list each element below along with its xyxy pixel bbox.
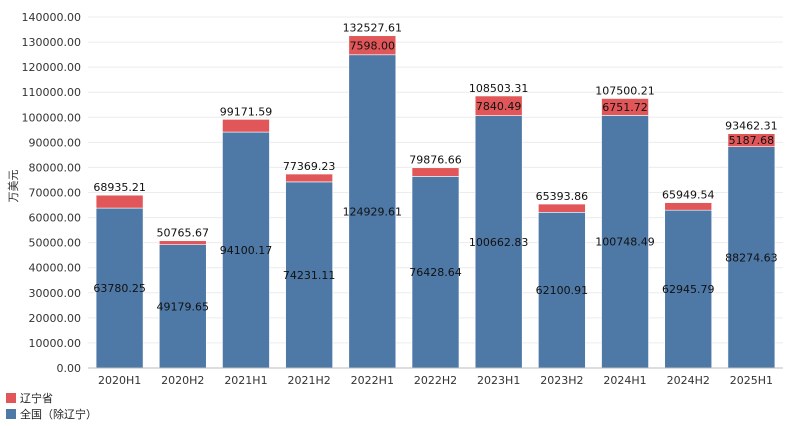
data-labels: 63780.25 68935.21 49179.65 50765.67 94100.17…	[93, 22, 777, 314]
legend-swatch	[6, 409, 16, 419]
data-label-national: 76428.64	[409, 266, 462, 279]
bar-liaoning	[601, 98, 649, 116]
bar-liaoning	[538, 203, 586, 213]
bar-liaoning	[727, 133, 776, 147]
bar-national	[348, 54, 397, 369]
data-label-total: 50765.67	[157, 227, 210, 240]
bar-national	[538, 212, 586, 369]
bar-national	[411, 176, 460, 369]
x-axis: 2020H1 2020H2 2021H1 2021H2 2022H1 2022H2 2023…	[88, 367, 783, 387]
bar-liaoning	[158, 240, 207, 245]
bar-national	[222, 131, 270, 369]
bar-national	[285, 181, 333, 369]
data-label-national: 62945.79	[662, 283, 715, 296]
y-tick-label: 50000.00	[29, 237, 82, 250]
x-tick-label: 2025H1	[730, 374, 773, 387]
data-label-total: 77369.23	[283, 160, 336, 173]
data-label-national: 63780.25	[93, 282, 146, 295]
x-tick-label: 2024H2	[667, 374, 710, 387]
x-tick-label: 2023H2	[540, 374, 583, 387]
data-label-national: 100662.83	[469, 236, 529, 249]
y-tick-label: 10000.00	[29, 337, 82, 350]
x-tick-label: 2020H1	[98, 374, 141, 387]
data-label-national: 62100.91	[536, 284, 589, 297]
bar-liaoning	[222, 119, 270, 133]
data-label-liaoning: 6751.72	[602, 101, 648, 114]
y-tick-label: 90000.00	[29, 136, 82, 149]
y-tick-label: 60000.00	[29, 212, 82, 225]
bars	[95, 35, 776, 369]
data-label-national: 88274.63	[725, 251, 778, 264]
y-tick-label: 70000.00	[29, 187, 82, 200]
legend-item-national: 全国（除辽宁）	[6, 406, 97, 422]
data-label-liaoning: 7598.00	[350, 39, 396, 52]
data-label-total: 65393.86	[536, 190, 589, 203]
y-tick-label: 40000.00	[29, 262, 82, 275]
bar-liaoning	[285, 173, 333, 183]
x-tick-label: 2021H1	[224, 374, 267, 387]
y-tick-label: 140000.00	[22, 11, 82, 24]
legend-label: 全国（除辽宁）	[20, 408, 97, 421]
y-tick-label: 20000.00	[29, 312, 82, 325]
bar-liaoning	[411, 167, 460, 177]
data-label-liaoning: 5187.68	[729, 134, 775, 147]
data-label-liaoning: 7840.49	[476, 100, 522, 113]
bar-national	[664, 209, 713, 369]
data-label-total: 79876.66	[409, 154, 462, 167]
data-label-total: 132527.61	[343, 22, 403, 35]
x-tick-label: 2020H2	[161, 374, 204, 387]
bar-national	[601, 115, 649, 369]
bar-national	[158, 244, 207, 369]
data-label-national: 94100.17	[220, 244, 273, 257]
legend: 辽宁省 全国（除辽宁）	[6, 390, 97, 422]
data-label-total: 65949.54	[662, 189, 715, 202]
x-tick-label: 2024H1	[603, 374, 646, 387]
data-label-national: 74231.11	[283, 269, 336, 282]
y-axis: 0.00 10000.00 20000.00 30000.00 40000.00 5000…	[22, 11, 82, 375]
y-tick-label: 0.00	[57, 362, 82, 375]
x-tick-label: 2021H2	[288, 374, 331, 387]
data-label-total: 108503.31	[469, 82, 529, 95]
bar-liaoning	[95, 194, 144, 209]
y-tick-label: 120000.00	[22, 61, 82, 74]
data-label-national: 124929.61	[343, 205, 403, 218]
data-label-national: 100748.49	[595, 236, 655, 249]
x-tick-label: 2022H2	[414, 374, 457, 387]
legend-item-liaoning: 辽宁省	[6, 390, 97, 406]
y-tick-label: 130000.00	[22, 36, 82, 49]
bar-liaoning	[474, 95, 523, 116]
legend-swatch	[6, 393, 16, 403]
bar-national	[474, 115, 523, 369]
y-tick-label: 30000.00	[29, 287, 82, 300]
y-tick-label: 110000.00	[22, 86, 82, 99]
legend-label: 辽宁省	[20, 392, 53, 405]
data-label-total: 93462.31	[725, 120, 778, 133]
y-axis-label: 万美元	[7, 170, 20, 203]
bar-liaoning	[348, 35, 397, 56]
y-tick-label: 80000.00	[29, 161, 82, 174]
data-label-total: 107500.21	[595, 84, 655, 97]
bar-liaoning	[664, 202, 713, 211]
data-label-total: 68935.21	[93, 181, 146, 194]
data-label-total: 99171.59	[220, 105, 273, 118]
x-tick-label: 2023H1	[477, 374, 520, 387]
data-label-national: 49179.65	[157, 300, 210, 313]
y-tick-label: 100000.00	[22, 111, 82, 124]
bar-national	[95, 207, 144, 369]
x-tick-label: 2022H1	[351, 374, 394, 387]
bar-national	[727, 146, 776, 369]
